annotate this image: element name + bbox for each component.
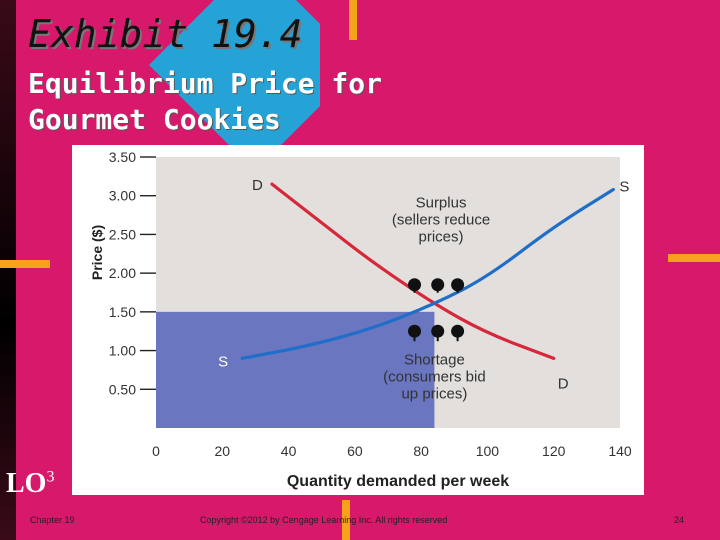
demand-label-top: D	[252, 177, 263, 194]
x-tick-label: 40	[281, 443, 297, 459]
slide-title: Exhibit 19.4	[28, 12, 303, 56]
shortage-region	[156, 311, 435, 428]
equilibrium-chart: 0.50 1.00 1.50 2.00 2.50 3.00 3.50 0 20 40 60 80 100…	[89, 149, 632, 490]
supply-label-top: S	[619, 179, 629, 196]
x-tick-label: 80	[413, 443, 429, 459]
subtitle-line-1: Equilibrium Price for	[28, 67, 383, 100]
demand-curve	[270, 182, 556, 360]
y-tick-label: 1.00	[109, 343, 136, 359]
subtitle-line-2: Gourmet Cookies	[28, 103, 281, 136]
y-tick-label: 2.50	[109, 226, 136, 242]
shortage-annotation: Shortage	[404, 352, 465, 369]
y-axis-label: Price ($)	[89, 225, 105, 280]
y-tick-label: 3.50	[109, 149, 136, 165]
lo-text: LO	[6, 468, 47, 499]
x-tick-label: 100	[476, 443, 500, 459]
supply-label-bottom: S	[218, 353, 228, 370]
y-tick-label: 1.50	[109, 304, 136, 320]
x-tick-label: 20	[214, 443, 230, 459]
surplus-annotation: prices)	[419, 228, 464, 245]
learning-objective-label: LO3	[6, 468, 54, 500]
footer-chapter: Chapter 19	[30, 515, 75, 525]
shortage-annotation: up prices)	[401, 386, 467, 403]
y-tick-label: 2.00	[109, 265, 136, 281]
x-tick-label: 120	[542, 443, 566, 459]
x-tick-label: 140	[608, 443, 632, 459]
left-dark-band	[0, 0, 16, 540]
y-tick-label: 0.50	[109, 381, 136, 397]
lo-number: 3	[46, 468, 55, 486]
y-tick-label: 3.00	[109, 188, 136, 204]
surplus-annotation: (sellers reduce	[392, 211, 490, 228]
footer-page-number: 24	[674, 515, 685, 525]
x-tick-label: 60	[347, 443, 363, 459]
accent-bar-bottom	[342, 500, 350, 540]
accent-bar-top	[349, 0, 357, 40]
slide-subtitle: Equilibrium Price for Gourmet Cookies	[28, 66, 408, 138]
footer-copyright: Copyright ©2012 by Cengage Learning Inc.…	[200, 515, 448, 525]
demand-label-bottom: D	[558, 375, 569, 392]
supply-curve	[240, 187, 615, 360]
x-tick-label: 0	[152, 443, 160, 459]
chart-panel: 0.50 1.00 1.50 2.00 2.50 3.00 3.50 0 20 40 60 80 100…	[72, 145, 644, 495]
accent-bar-left	[0, 260, 50, 268]
x-axis-label: Quantity demanded per week	[287, 473, 509, 490]
surplus-annotation: Surplus	[416, 194, 467, 211]
shortage-annotation: (consumers bid	[383, 369, 486, 386]
accent-bar-right	[668, 254, 720, 262]
